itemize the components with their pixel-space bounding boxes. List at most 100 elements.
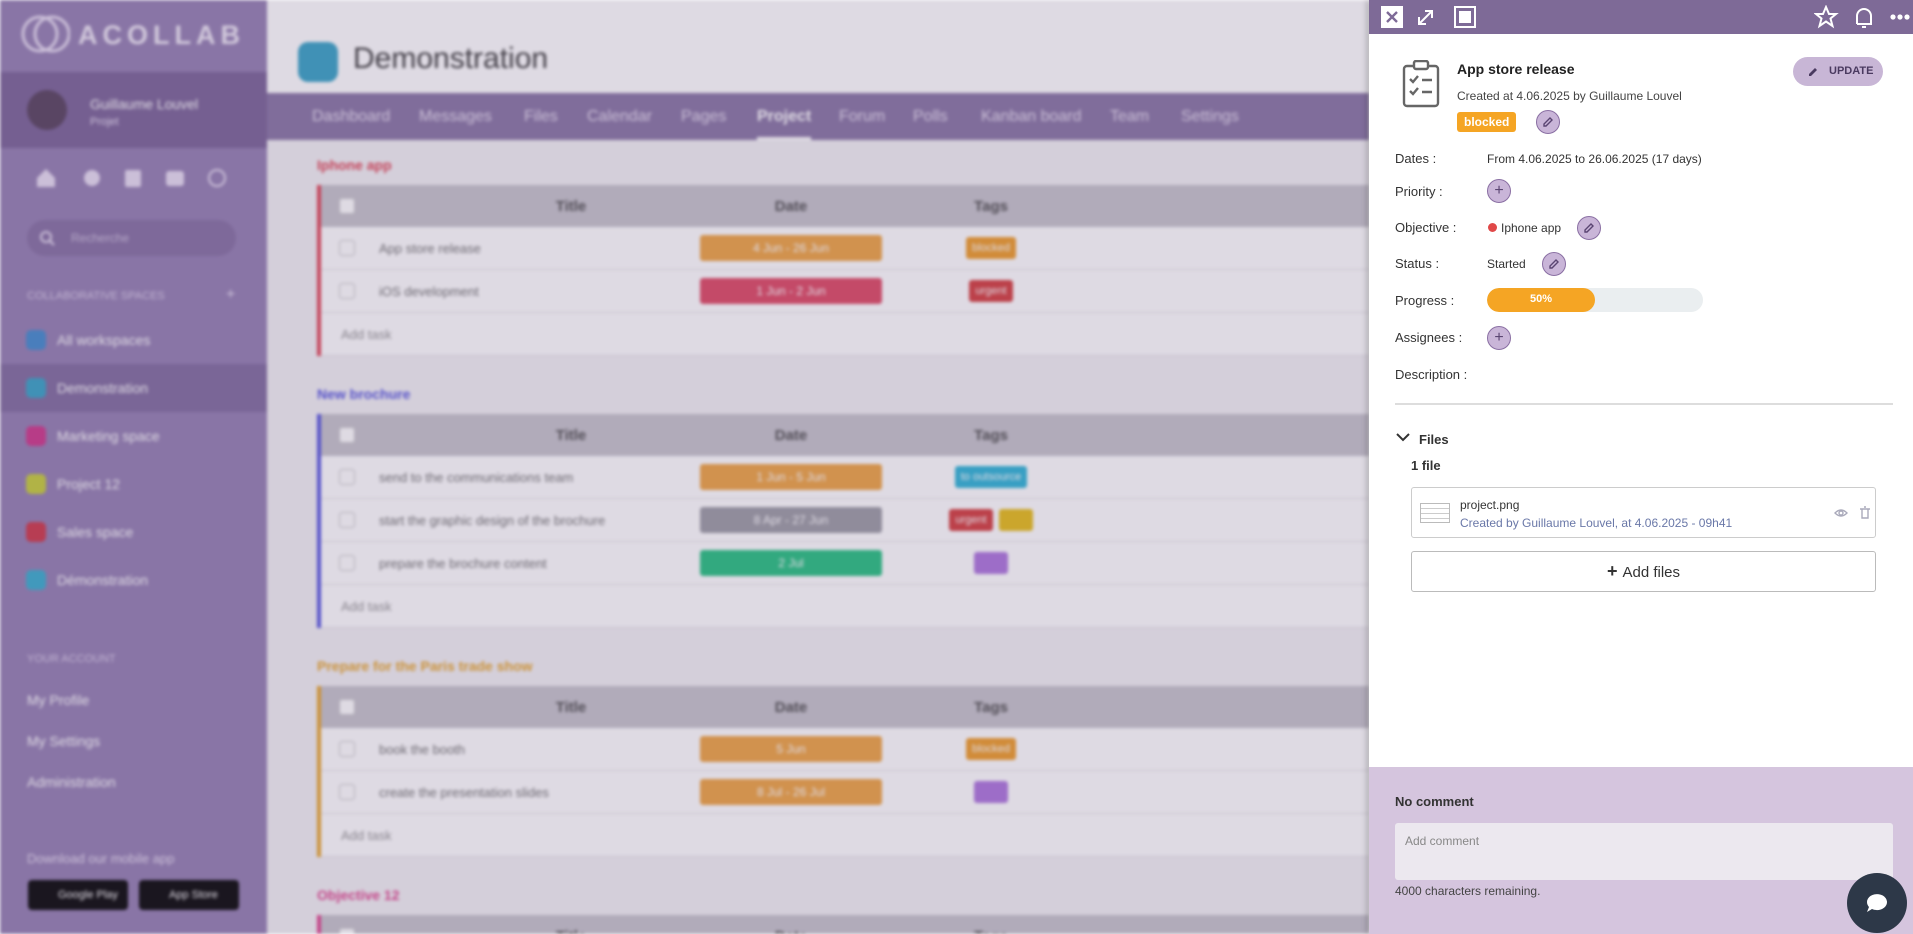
file-card[interactable]: project.png Created by Guillaume Louvel,… [1411, 487, 1876, 538]
space-item[interactable]: All workspaces [0, 316, 267, 364]
column-header: Title [555, 698, 587, 716]
file-meta: Created by Guillaume Louvel, at 4.06.202… [1460, 516, 1733, 530]
task-row[interactable]: iOS development 1 Jun - 2 Jun urgent [321, 270, 1369, 313]
add-assignee[interactable]: + [1487, 326, 1511, 350]
overlay [0, 0, 1369, 934]
checkbox [339, 555, 355, 571]
tab[interactable]: Messages [419, 108, 492, 125]
date-pill: 5 Jun [700, 736, 882, 762]
add-priority[interactable]: + [1487, 179, 1511, 203]
column-header: Date [691, 915, 891, 934]
search-box[interactable]: Recherche [27, 220, 236, 256]
add-task: Add task [341, 326, 392, 342]
space-item[interactable]: Demonstration [0, 364, 267, 412]
store-badge[interactable]: App Store [139, 880, 239, 910]
edit-tags[interactable] [1536, 110, 1560, 134]
add-files-label: Add files [1622, 564, 1681, 581]
task-created: Created at 4.06.2025 by Guillaume Louvel [1457, 89, 1682, 103]
date-pill: 1 Jun - 5 Jun [700, 464, 882, 490]
user-block: Guillaume Louvel Projet [0, 72, 267, 148]
tab[interactable]: Kanban board [981, 108, 1082, 125]
date-cell: 1 Jun - 2 Jun [691, 270, 891, 312]
group-title[interactable]: Iphone app [317, 157, 392, 173]
update-label: UPDATE [1829, 65, 1874, 77]
add-task-row[interactable]: Add task [321, 585, 1369, 628]
table-header: Title Date Tags [321, 686, 1369, 728]
column-header: Title [555, 197, 587, 215]
comments-area: No comment Add comment 4000 characters r… [1369, 767, 1913, 934]
account-heading: YOUR ACCOUNT [27, 653, 116, 665]
toolbar-icons-right[interactable] [1814, 5, 1910, 29]
checkbox [339, 512, 355, 528]
tags-cell: urgent [891, 270, 1091, 312]
add-task-row[interactable]: Add task [321, 814, 1369, 857]
comment-input[interactable]: Add comment [1395, 823, 1893, 880]
file-actions[interactable] [1834, 506, 1874, 520]
space-item[interactable]: Sales space [0, 508, 267, 556]
task-row[interactable]: prepare the brochure content 2 Jul [321, 542, 1369, 585]
date-cell: 5 Jun [691, 728, 891, 770]
table-header: Title Date Tags [321, 414, 1369, 456]
column-header: Title [555, 426, 587, 444]
field-label: Objective : [1395, 220, 1457, 235]
edit-objective[interactable] [1577, 216, 1601, 240]
group-title[interactable]: Prepare for the Paris trade show [317, 658, 533, 674]
add-files-button[interactable]: + Add files [1411, 551, 1876, 592]
tag: to outsource [954, 466, 1028, 488]
account-link[interactable]: My Profile [27, 692, 90, 708]
checkbox [339, 699, 355, 715]
tab[interactable]: Forum [839, 108, 886, 125]
task-title: start the graphic design of the brochure [379, 512, 606, 528]
add-task-row[interactable]: Add task [321, 313, 1369, 356]
comment-placeholder: Add comment [1405, 834, 1480, 848]
field-label: Progress : [1395, 293, 1455, 308]
task-row[interactable]: create the presentation slides 8 Jul - 26… [321, 771, 1369, 814]
table-header: Title Date Tags [321, 185, 1369, 227]
tag: blocked [966, 237, 1016, 259]
space-icon [26, 426, 46, 446]
task-title: create the presentation slides [379, 784, 549, 800]
chat-button[interactable] [1847, 873, 1907, 933]
field-label: Assignees : [1395, 330, 1463, 345]
edit-status[interactable] [1542, 252, 1566, 276]
update-button[interactable]: UPDATE [1793, 57, 1883, 86]
task-row[interactable]: book the booth 5 Jun blocked [321, 728, 1369, 771]
account-link[interactable]: Administration [27, 774, 116, 790]
task-row[interactable]: send to the communications team 1 Jun - 5… [321, 456, 1369, 499]
space-item[interactable]: Marketing space [0, 412, 267, 460]
account-link[interactable]: My Settings [27, 733, 101, 749]
tab[interactable]: Pages [681, 108, 727, 125]
tab[interactable]: Polls [913, 108, 948, 125]
tab[interactable]: Dashboard [312, 108, 391, 125]
tab[interactable]: Project [757, 93, 812, 140]
pencil-icon [1809, 68, 1817, 76]
store-badge[interactable]: Google Play [28, 880, 128, 910]
avatar [27, 90, 67, 130]
task-title: App store release [1457, 61, 1575, 77]
tag: urgent [969, 280, 1013, 302]
field-value: From 4.06.2025 to 26.06.2025 (17 days) [1487, 152, 1702, 166]
checkbox [339, 427, 355, 443]
date-cell: 8 Apr - 27 Jun [691, 499, 891, 541]
group-title[interactable]: New brochure [317, 386, 411, 402]
tab[interactable]: Settings [1181, 108, 1239, 125]
add-space[interactable]: + [226, 286, 236, 303]
task-title: iOS development [379, 283, 479, 299]
user-role: Projet [90, 116, 119, 128]
space-item[interactable]: Project 12 [0, 460, 267, 508]
tags-cell [891, 771, 1091, 813]
checkbox [339, 469, 355, 485]
tab[interactable]: Calendar [587, 108, 652, 125]
files-chevron[interactable] [1396, 432, 1410, 442]
field-label: Dates : [1395, 151, 1437, 166]
progress-track: 50% [1487, 288, 1703, 312]
tab[interactable]: Team [1110, 108, 1150, 125]
group-title[interactable]: Objective 12 [317, 887, 400, 903]
task-row[interactable]: start the graphic design of the brochure… [321, 499, 1369, 542]
task-row[interactable]: App store release 4 Jun - 26 Jun blocked [321, 227, 1369, 270]
tab[interactable]: Files [524, 108, 558, 125]
space-item[interactable]: Démonstration [0, 556, 267, 604]
toolbar-icons-left[interactable] [1381, 6, 1481, 28]
tag [998, 509, 1033, 531]
